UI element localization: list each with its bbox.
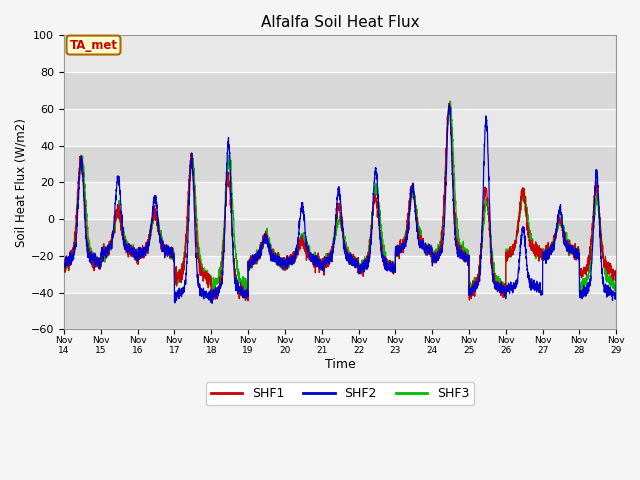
SHF2	[208, 300, 216, 306]
Bar	[64, 256, 616, 293]
SHF1	[214, 287, 222, 293]
SHF3	[179, 270, 186, 276]
SHF2	[445, 102, 453, 108]
SHF3	[612, 267, 620, 273]
SHF3	[60, 265, 68, 271]
SHF1	[207, 300, 215, 305]
SHF1	[60, 266, 68, 272]
Bar	[64, 36, 616, 72]
SHF1	[612, 268, 620, 274]
SHF3	[612, 281, 620, 287]
Title: Alfalfa Soil Heat Flux: Alfalfa Soil Heat Flux	[260, 15, 419, 30]
SHF3	[404, 223, 412, 228]
SHF2	[179, 285, 186, 291]
SHF1	[394, 248, 402, 253]
SHF2	[612, 291, 620, 297]
SHF2	[394, 252, 402, 258]
Line: SHF2: SHF2	[64, 105, 616, 303]
Legend: SHF1, SHF2, SHF3: SHF1, SHF2, SHF3	[206, 383, 474, 406]
SHF2	[404, 223, 412, 229]
SHF2	[612, 268, 620, 274]
SHF2	[60, 263, 68, 269]
SHF2	[560, 228, 568, 234]
Line: SHF3: SHF3	[64, 101, 616, 295]
SHF1	[445, 100, 452, 106]
SHF1	[612, 270, 620, 276]
SHF2	[214, 288, 222, 293]
SHF3	[214, 275, 222, 281]
Bar	[64, 109, 616, 145]
SHF1	[560, 234, 568, 240]
SHF3	[243, 292, 251, 298]
Text: TA_met: TA_met	[70, 38, 118, 51]
Bar	[64, 293, 616, 329]
SHF3	[394, 245, 402, 251]
X-axis label: Time: Time	[324, 358, 355, 371]
Bar	[64, 145, 616, 182]
Bar	[64, 72, 616, 109]
SHF1	[179, 267, 186, 273]
Bar	[64, 182, 616, 219]
Y-axis label: Soil Heat Flux (W/m2): Soil Heat Flux (W/m2)	[15, 118, 28, 247]
Line: SHF1: SHF1	[64, 103, 616, 302]
SHF3	[447, 98, 454, 104]
SHF1	[404, 216, 412, 222]
Bar	[64, 219, 616, 256]
SHF3	[560, 229, 568, 235]
